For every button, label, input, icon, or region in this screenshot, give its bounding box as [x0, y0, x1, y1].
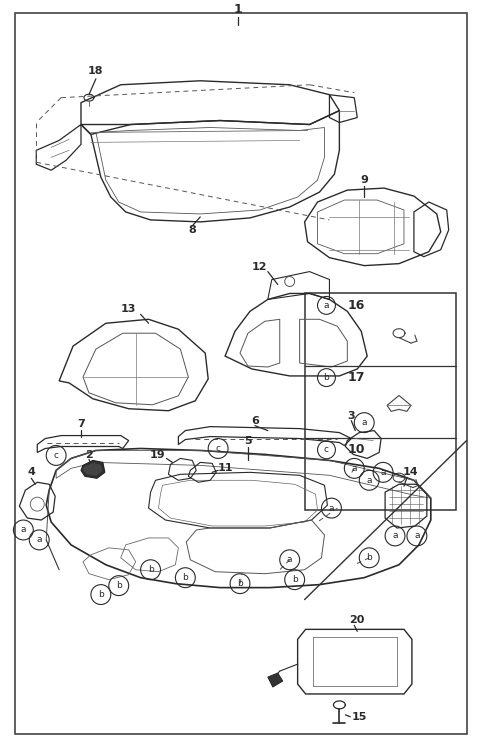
Text: b: b: [237, 579, 243, 588]
Text: 4: 4: [27, 467, 35, 477]
Text: b: b: [98, 590, 104, 599]
Text: 3: 3: [348, 411, 355, 421]
Text: 14: 14: [403, 467, 419, 477]
Text: 11: 11: [218, 464, 234, 473]
Text: 18: 18: [88, 66, 104, 76]
Text: 7: 7: [77, 419, 85, 429]
Text: c: c: [216, 444, 221, 453]
Text: 16: 16: [348, 299, 365, 312]
Bar: [305, 293, 456, 510]
Text: 15: 15: [351, 712, 367, 722]
Text: b: b: [366, 554, 372, 562]
Text: 1: 1: [234, 3, 242, 16]
Text: a: a: [287, 555, 292, 564]
Polygon shape: [268, 673, 283, 687]
Text: b: b: [116, 581, 121, 590]
Text: 5: 5: [244, 436, 252, 445]
Text: c: c: [54, 451, 59, 460]
Text: a: a: [366, 476, 372, 484]
Text: b: b: [148, 566, 154, 574]
Text: a: a: [361, 419, 367, 428]
Polygon shape: [81, 460, 105, 478]
Text: a: a: [324, 301, 329, 310]
Polygon shape: [82, 463, 103, 476]
Text: a: a: [21, 526, 26, 535]
Text: 6: 6: [251, 416, 259, 426]
Text: a: a: [36, 536, 42, 544]
Text: 9: 9: [360, 176, 368, 185]
Text: a: a: [329, 503, 334, 512]
Text: 12: 12: [252, 262, 268, 272]
Text: 19: 19: [150, 451, 166, 460]
Text: 17: 17: [348, 371, 365, 384]
Text: b: b: [324, 373, 329, 382]
Text: b: b: [292, 575, 298, 584]
Text: 10: 10: [348, 443, 365, 456]
Text: 13: 13: [121, 304, 136, 314]
Text: 8: 8: [189, 225, 196, 235]
Text: 2: 2: [85, 451, 93, 460]
Text: a: a: [392, 532, 398, 541]
Text: c: c: [324, 446, 329, 454]
Text: b: b: [182, 573, 188, 582]
Text: a: a: [380, 468, 386, 477]
Text: 20: 20: [349, 616, 365, 626]
Text: a: a: [351, 464, 357, 472]
Text: a: a: [414, 532, 420, 541]
